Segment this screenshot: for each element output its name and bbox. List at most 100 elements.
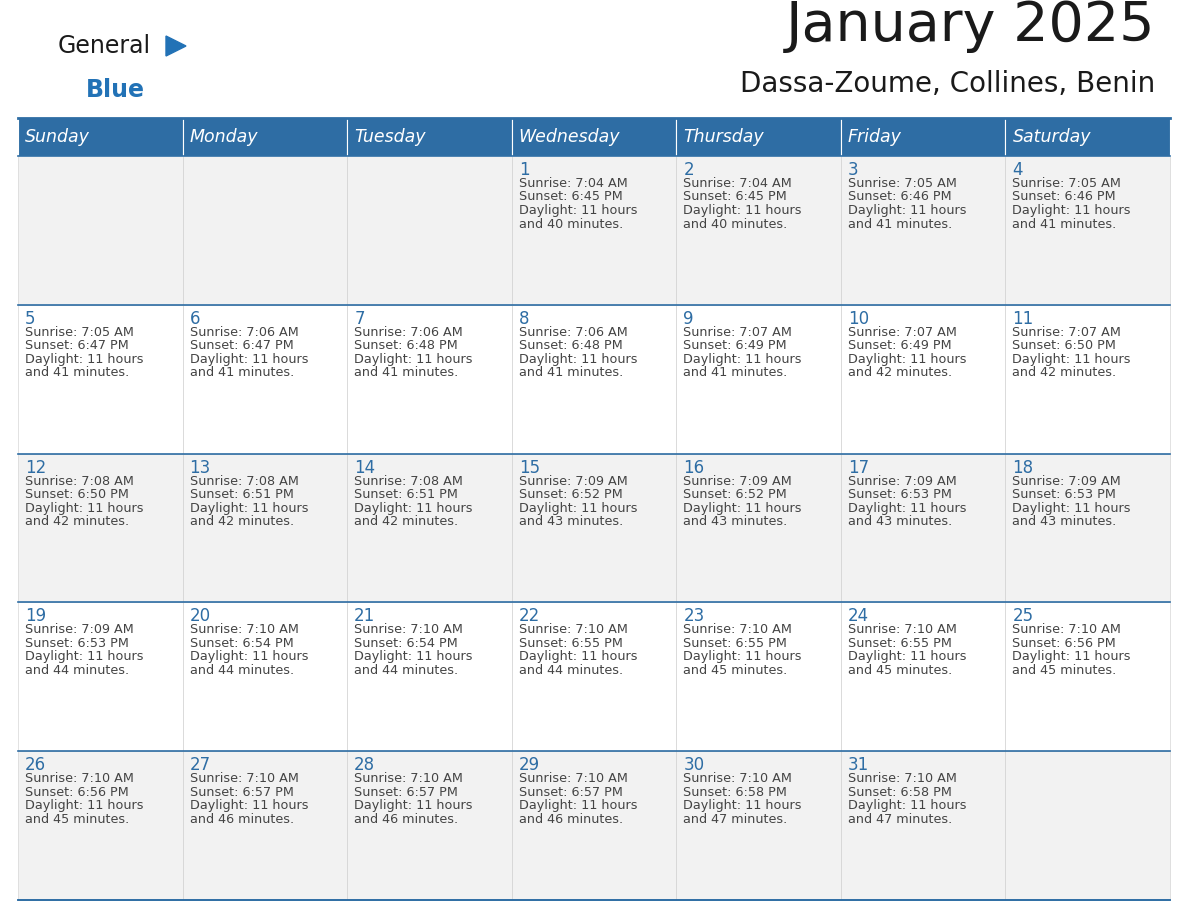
Text: 21: 21 (354, 608, 375, 625)
Bar (512, 118, 676, 156)
Text: 14: 14 (354, 459, 375, 476)
Text: and 45 minutes.: and 45 minutes. (683, 664, 788, 677)
Text: 9: 9 (683, 309, 694, 328)
Bar (1005, 751, 1170, 900)
Text: Sunset: 6:48 PM: Sunset: 6:48 PM (354, 340, 457, 353)
Text: Thursday: Thursday (683, 128, 764, 146)
Bar (841, 305, 1005, 453)
Bar (347, 602, 512, 751)
Text: Sunrise: 7:10 AM: Sunrise: 7:10 AM (683, 623, 792, 636)
Text: and 45 minutes.: and 45 minutes. (848, 664, 952, 677)
Text: Daylight: 11 hours: Daylight: 11 hours (848, 501, 966, 515)
Text: Dassa-Zoume, Collines, Benin: Dassa-Zoume, Collines, Benin (740, 70, 1155, 98)
Text: Daylight: 11 hours: Daylight: 11 hours (683, 650, 802, 664)
Bar (1005, 602, 1170, 751)
Text: Sunday: Sunday (25, 128, 90, 146)
Bar (676, 305, 841, 453)
Text: 1: 1 (519, 161, 530, 179)
Text: Sunset: 6:52 PM: Sunset: 6:52 PM (519, 488, 623, 501)
Text: 26: 26 (25, 756, 46, 774)
Text: and 42 minutes.: and 42 minutes. (1012, 366, 1117, 379)
Text: Sunrise: 7:10 AM: Sunrise: 7:10 AM (848, 623, 956, 636)
Text: and 41 minutes.: and 41 minutes. (25, 366, 129, 379)
Text: Daylight: 11 hours: Daylight: 11 hours (1012, 353, 1131, 365)
Text: 11: 11 (1012, 309, 1034, 328)
Bar (512, 453, 676, 602)
Bar (183, 602, 347, 751)
Text: Sunset: 6:46 PM: Sunset: 6:46 PM (1012, 191, 1116, 204)
Text: Sunset: 6:45 PM: Sunset: 6:45 PM (519, 191, 623, 204)
Text: Daylight: 11 hours: Daylight: 11 hours (683, 501, 802, 515)
Text: Daylight: 11 hours: Daylight: 11 hours (848, 204, 966, 217)
Text: Daylight: 11 hours: Daylight: 11 hours (190, 501, 308, 515)
Text: Monday: Monday (190, 128, 258, 146)
Text: and 40 minutes.: and 40 minutes. (519, 218, 623, 230)
Text: and 43 minutes.: and 43 minutes. (519, 515, 623, 528)
Text: Sunrise: 7:07 AM: Sunrise: 7:07 AM (1012, 326, 1121, 339)
Bar (183, 453, 347, 602)
Text: Sunrise: 7:09 AM: Sunrise: 7:09 AM (25, 623, 134, 636)
Text: and 42 minutes.: and 42 minutes. (354, 515, 459, 528)
Bar (347, 156, 512, 305)
Text: 10: 10 (848, 309, 868, 328)
Text: Sunset: 6:51 PM: Sunset: 6:51 PM (354, 488, 459, 501)
Text: Sunrise: 7:07 AM: Sunrise: 7:07 AM (683, 326, 792, 339)
Bar (676, 156, 841, 305)
Text: 27: 27 (190, 756, 210, 774)
Text: 3: 3 (848, 161, 859, 179)
Bar (18, 602, 183, 751)
Text: Sunrise: 7:09 AM: Sunrise: 7:09 AM (519, 475, 627, 487)
Text: 20: 20 (190, 608, 210, 625)
Bar (347, 453, 512, 602)
Text: Sunrise: 7:09 AM: Sunrise: 7:09 AM (683, 475, 792, 487)
Text: and 47 minutes.: and 47 minutes. (683, 812, 788, 825)
Text: Sunrise: 7:08 AM: Sunrise: 7:08 AM (190, 475, 298, 487)
Bar (18, 305, 183, 453)
Text: 25: 25 (1012, 608, 1034, 625)
Text: Daylight: 11 hours: Daylight: 11 hours (354, 800, 473, 812)
Text: Daylight: 11 hours: Daylight: 11 hours (683, 800, 802, 812)
Text: Sunset: 6:55 PM: Sunset: 6:55 PM (848, 637, 952, 650)
Bar (18, 751, 183, 900)
Text: January 2025: January 2025 (785, 0, 1155, 53)
Text: Daylight: 11 hours: Daylight: 11 hours (190, 650, 308, 664)
Text: Daylight: 11 hours: Daylight: 11 hours (1012, 501, 1131, 515)
Text: Sunset: 6:55 PM: Sunset: 6:55 PM (519, 637, 623, 650)
Text: and 46 minutes.: and 46 minutes. (519, 812, 623, 825)
Text: 30: 30 (683, 756, 704, 774)
Text: and 41 minutes.: and 41 minutes. (354, 366, 459, 379)
Text: Friday: Friday (848, 128, 902, 146)
Text: Daylight: 11 hours: Daylight: 11 hours (683, 204, 802, 217)
Text: Daylight: 11 hours: Daylight: 11 hours (519, 353, 637, 365)
Text: Sunrise: 7:10 AM: Sunrise: 7:10 AM (190, 772, 298, 785)
Text: Daylight: 11 hours: Daylight: 11 hours (354, 353, 473, 365)
Bar (347, 305, 512, 453)
Text: Sunrise: 7:10 AM: Sunrise: 7:10 AM (354, 623, 463, 636)
Text: Sunrise: 7:05 AM: Sunrise: 7:05 AM (25, 326, 134, 339)
Text: Sunrise: 7:10 AM: Sunrise: 7:10 AM (190, 623, 298, 636)
Text: and 41 minutes.: and 41 minutes. (1012, 218, 1117, 230)
Text: 8: 8 (519, 309, 529, 328)
Text: Daylight: 11 hours: Daylight: 11 hours (25, 353, 144, 365)
Text: Daylight: 11 hours: Daylight: 11 hours (354, 501, 473, 515)
Text: 31: 31 (848, 756, 870, 774)
Bar (183, 118, 347, 156)
Text: 2: 2 (683, 161, 694, 179)
Text: General: General (58, 34, 151, 58)
Bar (676, 118, 841, 156)
Text: Sunrise: 7:05 AM: Sunrise: 7:05 AM (848, 177, 956, 190)
Text: Daylight: 11 hours: Daylight: 11 hours (519, 501, 637, 515)
Text: Sunset: 6:58 PM: Sunset: 6:58 PM (683, 786, 788, 799)
Bar (347, 118, 512, 156)
Text: Sunset: 6:57 PM: Sunset: 6:57 PM (354, 786, 459, 799)
Bar (1005, 156, 1170, 305)
Text: Daylight: 11 hours: Daylight: 11 hours (25, 650, 144, 664)
Text: Daylight: 11 hours: Daylight: 11 hours (519, 800, 637, 812)
Text: Daylight: 11 hours: Daylight: 11 hours (848, 800, 966, 812)
Text: 6: 6 (190, 309, 200, 328)
Text: and 46 minutes.: and 46 minutes. (354, 812, 459, 825)
Text: Sunrise: 7:05 AM: Sunrise: 7:05 AM (1012, 177, 1121, 190)
Text: and 44 minutes.: and 44 minutes. (190, 664, 293, 677)
Text: Sunrise: 7:10 AM: Sunrise: 7:10 AM (848, 772, 956, 785)
Text: Tuesday: Tuesday (354, 128, 425, 146)
